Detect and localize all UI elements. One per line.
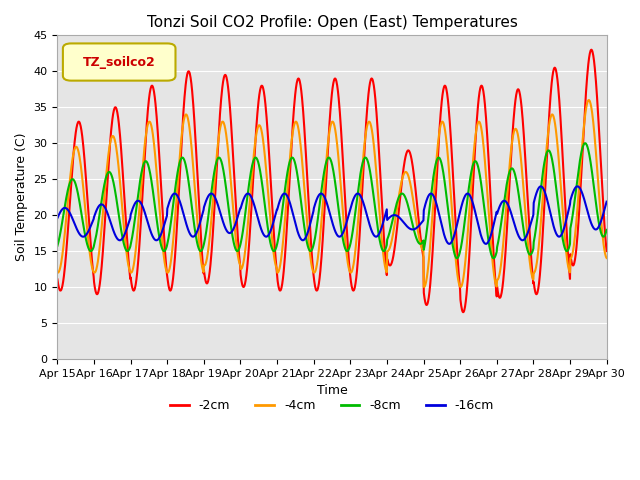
Y-axis label: Soil Temperature (C): Soil Temperature (C) — [15, 133, 28, 262]
-4cm — [538, 208, 545, 214]
-4cm — [176, 156, 184, 162]
-2cm — [417, 239, 425, 245]
-4cm — [417, 243, 425, 249]
-16cm — [176, 198, 184, 204]
Text: TZ_soilco2: TZ_soilco2 — [83, 56, 156, 69]
-4cm — [603, 255, 611, 261]
-16cm — [163, 216, 170, 221]
-8cm — [603, 227, 611, 233]
Line: -2cm: -2cm — [58, 50, 607, 312]
-2cm — [163, 264, 170, 269]
-4cm — [237, 266, 245, 272]
-16cm — [537, 183, 545, 189]
Line: -8cm: -8cm — [58, 143, 607, 258]
-4cm — [420, 284, 428, 290]
-8cm — [176, 160, 184, 166]
-8cm — [538, 178, 545, 184]
-16cm — [445, 241, 453, 247]
-2cm — [176, 176, 184, 182]
-2cm — [54, 276, 61, 282]
-4cm — [54, 270, 61, 276]
-4cm — [585, 97, 593, 103]
Line: -16cm: -16cm — [58, 186, 607, 244]
-16cm — [538, 184, 546, 190]
-8cm — [54, 243, 61, 249]
-4cm — [490, 265, 497, 271]
-16cm — [417, 220, 425, 226]
Line: -4cm: -4cm — [58, 100, 607, 287]
-2cm — [603, 248, 611, 254]
-8cm — [490, 255, 497, 261]
-16cm — [54, 215, 61, 221]
-16cm — [490, 223, 497, 229]
-8cm — [581, 140, 589, 146]
-2cm — [538, 248, 545, 253]
-8cm — [237, 239, 245, 245]
-16cm — [237, 204, 245, 210]
-4cm — [163, 267, 170, 273]
Title: Tonzi Soil CO2 Profile: Open (East) Temperatures: Tonzi Soil CO2 Profile: Open (East) Temp… — [147, 15, 518, 30]
-8cm — [453, 255, 461, 261]
-2cm — [237, 275, 245, 280]
X-axis label: Time: Time — [317, 384, 348, 397]
-8cm — [417, 241, 425, 247]
-2cm — [490, 245, 497, 251]
Legend: -2cm, -4cm, -8cm, -16cm: -2cm, -4cm, -8cm, -16cm — [165, 395, 499, 418]
-2cm — [460, 309, 467, 315]
-2cm — [588, 47, 595, 53]
-8cm — [163, 245, 170, 251]
FancyBboxPatch shape — [63, 43, 175, 81]
-16cm — [603, 199, 611, 204]
